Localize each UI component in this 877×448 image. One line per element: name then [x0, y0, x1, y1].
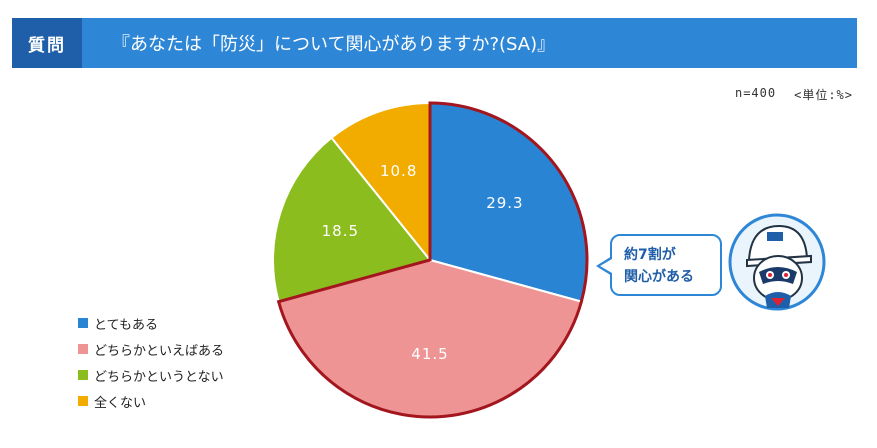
slice-value-label-2: 18.5 [322, 222, 359, 240]
callout-bubble: 約7割が 関心がある [610, 234, 722, 296]
callout-line-2: 関心がある [624, 269, 694, 285]
legend-swatch-1 [78, 344, 88, 354]
sample-size: n=400 [734, 86, 777, 100]
mascot-character-icon [728, 213, 826, 311]
question-badge: 質問 [12, 18, 82, 68]
pie-slice-2 [272, 136, 432, 303]
legend-label-2: どちらかというとない [94, 369, 224, 385]
callout-tail-inner [600, 259, 612, 273]
legend-item-2: どちらかというとない [78, 362, 224, 388]
slice-value-label-3: 10.8 [380, 162, 417, 180]
legend-label-1: どちらかといえばある [94, 343, 225, 359]
unit-label: <単位:%> [794, 88, 853, 102]
chart-meta: n=400 <単位:%> [735, 86, 853, 103]
highlight-outline [276, 101, 589, 419]
legend-item-3: 全くない [78, 388, 224, 414]
legend-swatch-0 [78, 318, 88, 328]
legend-item-1: どちらかといえばある [78, 336, 224, 362]
legend-label-3: 全くない [94, 395, 147, 411]
legend-swatch-2 [78, 370, 88, 380]
callout-line-1: 約7割が [624, 247, 676, 263]
slice-value-label-1: 41.5 [411, 345, 448, 363]
slice-value-label-0: 29.3 [486, 194, 523, 212]
legend-swatch-3 [78, 396, 88, 406]
legend-label-0: とてもある [94, 317, 158, 333]
legend-item-0: とてもある [78, 310, 224, 336]
chart-legend: とてもあるどちらかといえばある どちらかというとない 全くない [78, 310, 224, 414]
pie-slice-3 [330, 101, 431, 263]
question-header: 質問 『あなたは「防災」について関心がありますか?(SA)』 [12, 18, 857, 68]
question-title: 『あなたは「防災」について関心がありますか?(SA)』 [112, 34, 556, 55]
